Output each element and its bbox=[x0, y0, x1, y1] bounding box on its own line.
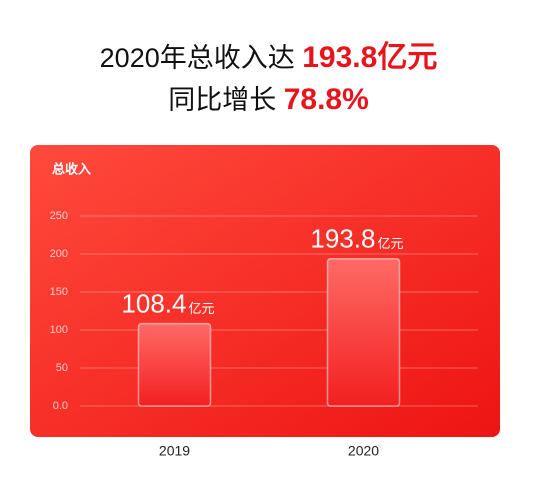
value-label: 193.8 bbox=[310, 224, 375, 254]
y-tick-label: 100 bbox=[50, 324, 68, 336]
headline: 2020年总收入达 193.8亿元 bbox=[0, 32, 537, 76]
value-label: 108.4 bbox=[121, 288, 186, 318]
value-unit: 亿元 bbox=[189, 301, 215, 316]
headline-text: 2020年总收入达 bbox=[99, 43, 295, 73]
chart-panel bbox=[30, 145, 500, 437]
y-tick-label: 150 bbox=[50, 286, 68, 298]
headline-highlight: 78.8% bbox=[283, 83, 369, 116]
y-tick-label: 200 bbox=[50, 248, 68, 260]
y-tick-label: 50 bbox=[56, 362, 68, 374]
y-tick-label: 0.0 bbox=[53, 400, 68, 412]
y-axis-label: 总收入 bbox=[52, 161, 91, 176]
headline-text: 同比增长 bbox=[168, 85, 277, 115]
x-tick-label: 2020 bbox=[348, 443, 379, 459]
bar bbox=[137, 322, 212, 407]
x-tick-label: 2019 bbox=[159, 443, 190, 459]
value-unit: 亿元 bbox=[378, 236, 404, 251]
bar bbox=[326, 257, 401, 407]
y-tick-label: 250 bbox=[50, 210, 68, 222]
headline: 同比增长 78.8% bbox=[0, 78, 537, 117]
headline-highlight: 193.8亿元 bbox=[302, 41, 438, 74]
